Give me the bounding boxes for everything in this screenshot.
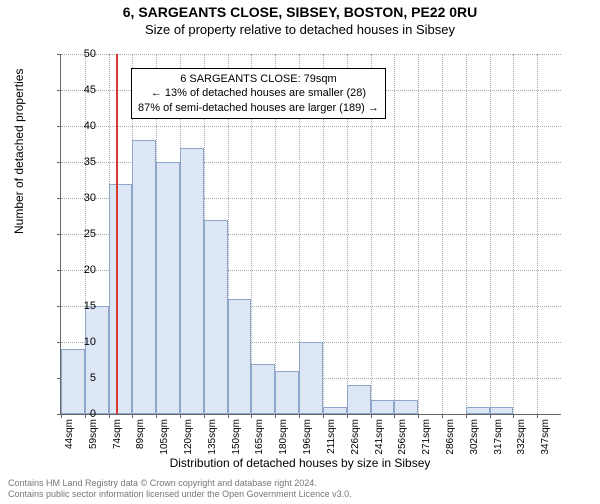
histogram-bar — [323, 407, 347, 414]
histogram-bar — [228, 299, 252, 414]
y-tick-label: 20 — [56, 264, 96, 276]
x-tick-label: 332sqm — [516, 419, 527, 455]
x-tick-label: 286sqm — [445, 419, 456, 455]
histogram-bar — [371, 400, 395, 414]
histogram-bar — [275, 371, 299, 414]
x-tick-label: 165sqm — [254, 419, 265, 455]
histogram-bar — [299, 342, 323, 414]
histogram-bar — [109, 184, 133, 414]
footer-line1: Contains HM Land Registry data © Crown c… — [8, 478, 352, 489]
x-tick-label: 59sqm — [88, 419, 99, 449]
y-tick-label: 45 — [56, 84, 96, 96]
property-annotation: 6 SARGEANTS CLOSE: 79sqm ← 13% of detach… — [131, 68, 386, 119]
property-marker-line — [116, 54, 118, 414]
x-tick-label: 196sqm — [302, 419, 313, 455]
histogram-plot: 6 SARGEANTS CLOSE: 79sqm ← 13% of detach… — [60, 54, 561, 415]
x-tick-label: 120sqm — [183, 419, 194, 455]
histogram-bar — [251, 364, 275, 414]
x-tick-label: 226sqm — [350, 419, 361, 455]
y-tick-label: 15 — [56, 300, 96, 312]
x-tick-label: 271sqm — [421, 419, 432, 455]
y-tick-label: 50 — [56, 48, 96, 60]
histogram-bar — [394, 400, 418, 414]
histogram-bar — [347, 385, 371, 414]
x-tick-label: 150sqm — [231, 419, 242, 455]
histogram-bar — [204, 220, 228, 414]
annotation-line1: 6 SARGEANTS CLOSE: 79sqm — [138, 72, 379, 86]
annotation-line2: ← 13% of detached houses are smaller (28… — [138, 86, 379, 100]
x-tick-label: 105sqm — [159, 419, 170, 455]
histogram-bar — [466, 407, 490, 414]
y-tick-label: 25 — [56, 228, 96, 240]
x-tick-label: 302sqm — [469, 419, 480, 455]
x-tick-label: 135sqm — [207, 419, 218, 455]
y-tick-label: 35 — [56, 156, 96, 168]
x-tick-label: 317sqm — [493, 419, 504, 455]
y-axis-label: Number of detached properties — [12, 69, 26, 234]
y-tick-label: 0 — [56, 408, 96, 420]
y-tick-label: 40 — [56, 120, 96, 132]
x-tick-label: 211sqm — [326, 419, 337, 454]
x-tick-label: 180sqm — [278, 419, 289, 455]
histogram-bar — [490, 407, 514, 414]
histogram-bar — [180, 148, 204, 414]
x-axis-label: Distribution of detached houses by size … — [0, 456, 600, 470]
footer-line2: Contains public sector information licen… — [8, 489, 352, 500]
chart-title: 6, SARGEANTS CLOSE, SIBSEY, BOSTON, PE22… — [0, 4, 600, 20]
x-tick-label: 347sqm — [540, 419, 551, 455]
footer-attribution: Contains HM Land Registry data © Crown c… — [8, 478, 352, 500]
chart-title-block: 6, SARGEANTS CLOSE, SIBSEY, BOSTON, PE22… — [0, 4, 600, 37]
y-tick-label: 30 — [56, 192, 96, 204]
x-tick-label: 241sqm — [374, 419, 385, 455]
y-tick-label: 10 — [56, 336, 96, 348]
histogram-bar — [85, 306, 109, 414]
annotation-line3: 87% of semi-detached houses are larger (… — [138, 101, 379, 115]
x-tick-label: 89sqm — [135, 419, 146, 449]
x-tick-label: 256sqm — [397, 419, 408, 455]
x-tick-label: 74sqm — [112, 419, 123, 449]
x-tick-label: 44sqm — [64, 419, 75, 449]
y-tick-label: 5 — [56, 372, 96, 384]
histogram-bar — [132, 140, 156, 414]
chart-subtitle: Size of property relative to detached ho… — [0, 22, 600, 37]
histogram-bar — [156, 162, 180, 414]
